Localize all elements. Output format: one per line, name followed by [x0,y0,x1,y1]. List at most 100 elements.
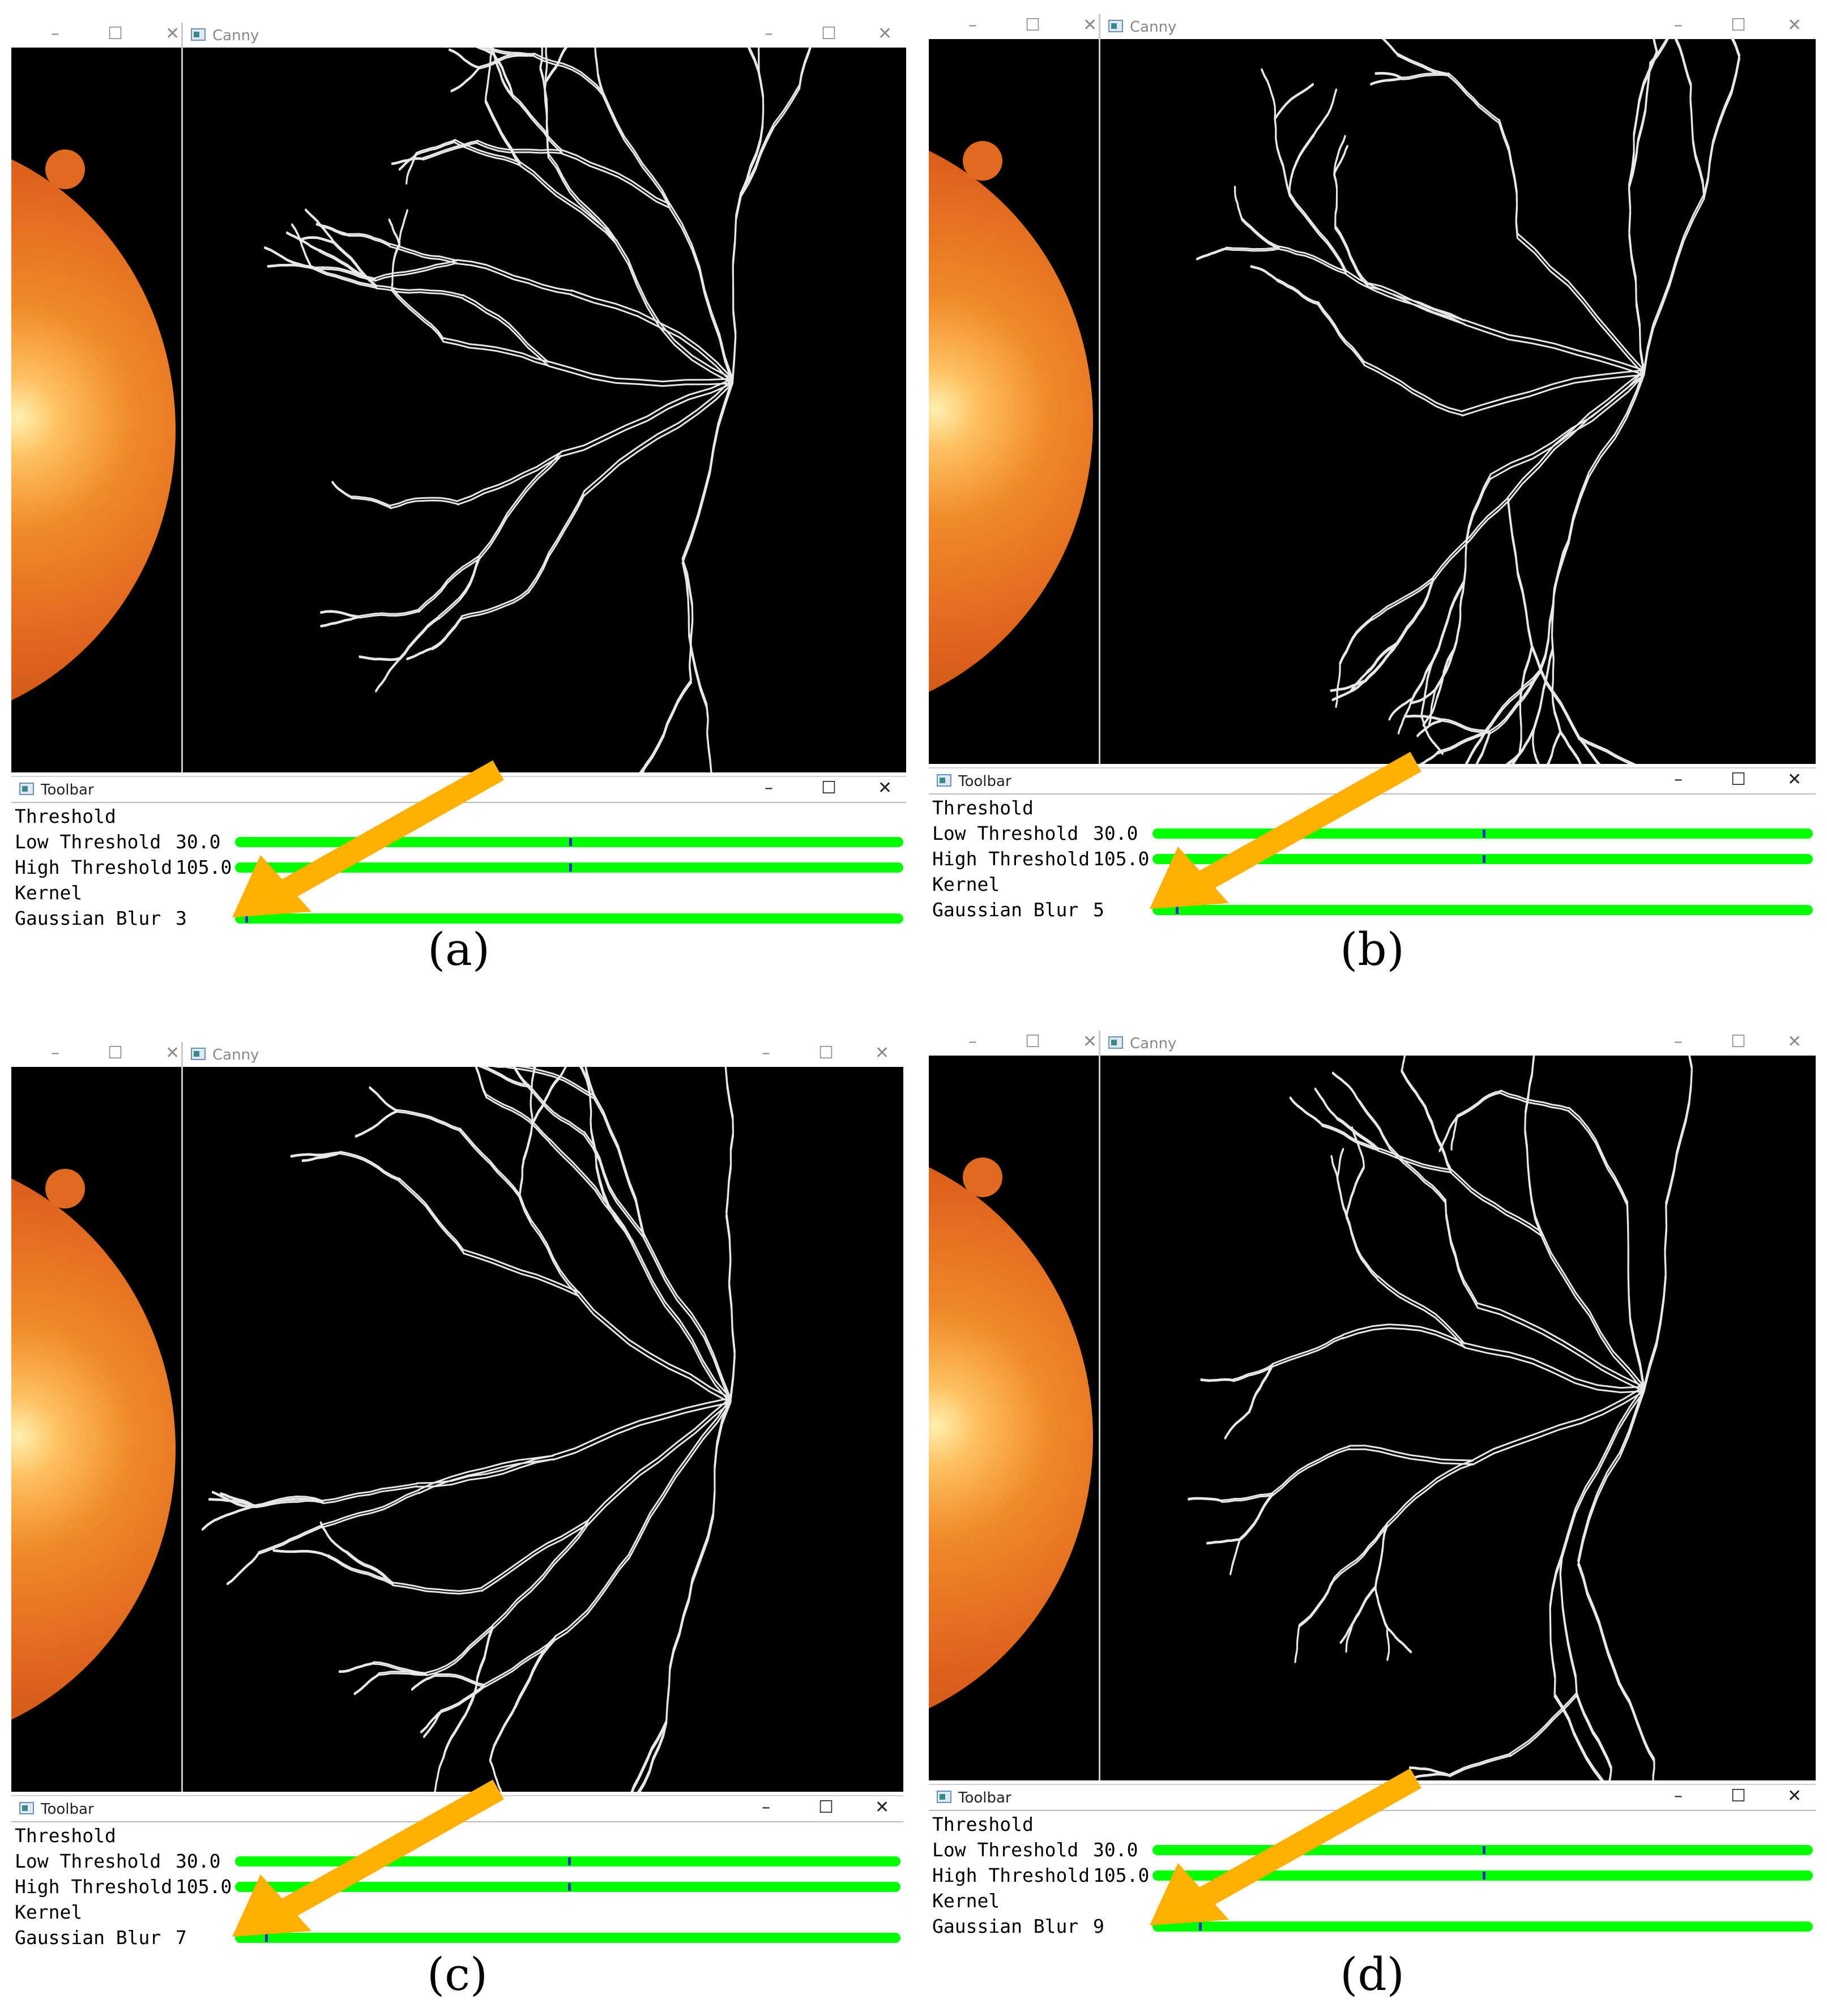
vessel-edge [1372,580,1433,620]
vessel-edge [1465,1348,1644,1393]
minimize-button[interactable]: – [762,1043,770,1063]
maximize-button[interactable]: ☐ [821,778,836,798]
vessel-edge [392,246,400,290]
minimize-button[interactable]: – [1674,1032,1683,1052]
vessel-edge [1437,732,1484,752]
low-threshold-label: Low Threshold [932,1838,1078,1863]
vessel-edge [1629,185,1644,370]
maximize-button[interactable]: ☐ [1731,1032,1746,1052]
vessel-edge [1372,39,1398,55]
close-button[interactable]: ✕ [1083,15,1097,36]
high-threshold-slider-thumb[interactable] [568,1883,571,1891]
vessel-edge [1387,1464,1472,1527]
vessel-edge [340,1154,399,1181]
vessel-edge [399,211,407,245]
maximize-button[interactable]: ☐ [1025,15,1040,36]
vessel-edge [607,766,645,772]
maximize-button[interactable]: ☐ [1025,1032,1040,1052]
vessel-edge [1532,645,1579,736]
low-threshold-slider-thumb[interactable] [1483,830,1485,838]
vessel-edge [443,341,548,365]
vessel-edge [1364,362,1462,412]
close-button[interactable]: ✕ [878,24,892,44]
vessel-edge [259,1525,322,1552]
high-threshold-slider-thumb[interactable] [1483,855,1485,863]
close-button[interactable]: ✕ [875,1797,889,1818]
minimize-button[interactable]: – [1674,1786,1683,1806]
canny-window-titlebar: Canny–☐✕ [183,1042,903,1067]
vessel-edge [203,1507,253,1530]
minimize-button[interactable]: – [1674,15,1683,36]
toolbar-window-title: Toolbar [958,1789,1011,1806]
maximize-button[interactable]: ☐ [108,1043,123,1063]
vessel-edge [1450,1756,1510,1776]
maximize-button[interactable]: ☐ [108,24,123,44]
minimize-button[interactable]: – [765,778,773,798]
close-button[interactable]: ✕ [878,778,892,798]
vessel-edge [630,1720,667,1792]
high-threshold-slider-thumb[interactable] [1483,1872,1485,1880]
vessel-edge [553,1403,731,1460]
vessel-edge [486,1097,550,1142]
panel-caption: (c) [373,1948,543,2001]
vessel-edge [412,1676,436,1690]
vessel-edge [460,1131,519,1198]
annotation-arrow-icon [1144,750,1438,920]
fundus-window-titlebar: – ☐ ✕ [929,14,1099,39]
vessel-edge [592,1137,632,1241]
close-button[interactable]: ✕ [1787,1032,1802,1052]
minimize-button[interactable]: – [968,1032,977,1052]
vessel-edge [1313,90,1336,135]
threshold-header-label: Threshold [15,804,116,829]
close-button[interactable]: ✕ [165,1043,180,1063]
vessel-edge [1641,39,1657,54]
vessel-edge [228,1553,259,1584]
vessel-edge [1560,1557,1577,1696]
close-button[interactable]: ✕ [1787,1786,1802,1806]
canny-edge-image [183,48,906,772]
fundus-window-titlebar: – ☐ ✕ [11,23,181,48]
vessel-edge [323,1487,417,1504]
low-threshold-slider-thumb[interactable] [1483,1846,1485,1854]
vessel-edge [1666,1066,1692,1203]
low-threshold-slider-thumb[interactable] [569,838,572,846]
fundus-window: – ☐ ✕ [929,1031,1099,1780]
close-button[interactable]: ✕ [1787,770,1802,790]
maximize-button[interactable]: ☐ [1731,770,1746,790]
maximize-button[interactable]: ☐ [1731,15,1746,36]
minimize-button[interactable]: – [51,24,59,44]
gaussian-blur-value: 5 [1093,898,1104,922]
maximize-button[interactable]: ☐ [1731,1786,1746,1806]
app-window-icon [191,28,206,41]
panel-caption: (a) [374,923,544,976]
close-button[interactable]: ✕ [1787,15,1802,36]
vessel-edge [727,1216,735,1403]
high-threshold-value: 105.0 [1093,847,1149,872]
vessel-edge [1517,238,1644,375]
close-button[interactable]: ✕ [875,1043,889,1063]
minimize-button[interactable]: – [1674,770,1683,790]
vessel-edge [1562,1387,1644,1553]
gaussian-blur-value: 3 [176,906,187,931]
minimize-button[interactable]: – [762,1797,770,1818]
vessel-edge [513,97,562,153]
maximize-button[interactable]: ☐ [818,1043,834,1063]
vessel-edge [1295,1626,1299,1663]
close-button[interactable]: ✕ [165,24,180,44]
optic-bump [963,1158,1002,1197]
vessel-edge [321,617,360,626]
high-threshold-slider-thumb[interactable] [569,864,572,872]
maximize-button[interactable]: ☐ [821,24,836,44]
canny-window: Canny–☐✕ [183,23,906,772]
maximize-button[interactable]: ☐ [818,1797,834,1818]
low-threshold-slider-thumb[interactable] [568,1857,571,1865]
minimize-button[interactable]: – [51,1043,59,1063]
close-button[interactable]: ✕ [1083,1032,1097,1052]
app-window-icon [1108,1036,1123,1049]
vessel-edge [479,55,534,69]
low-threshold-label: Low Threshold [15,830,161,855]
minimize-button[interactable]: – [765,24,773,44]
minimize-button[interactable]: – [968,15,977,36]
